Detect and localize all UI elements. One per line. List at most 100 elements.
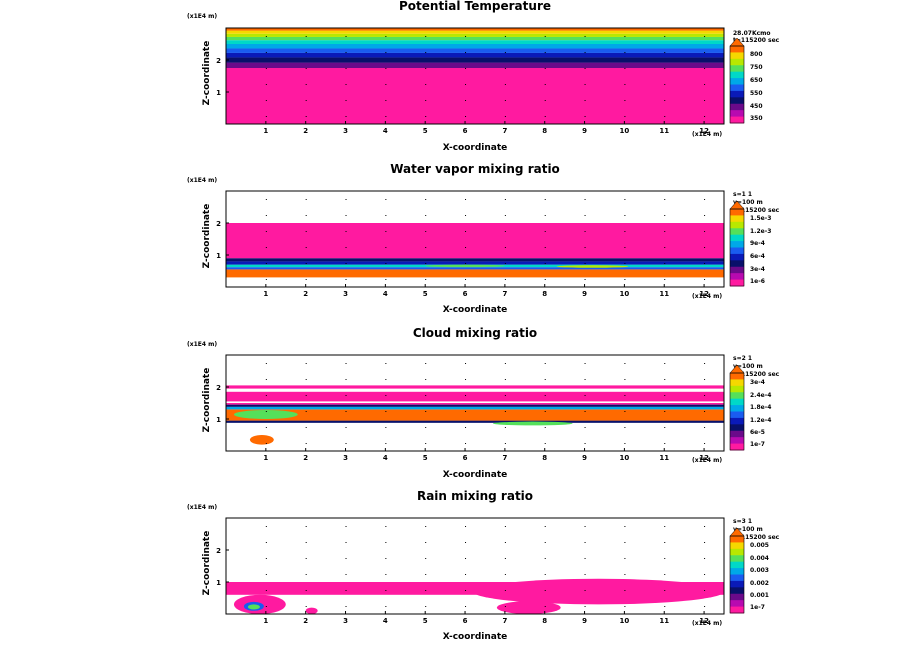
x-tick-label: 8 (542, 617, 547, 625)
grid-dot (584, 199, 586, 200)
grid-dot (305, 590, 307, 591)
grid-dot (425, 395, 427, 396)
grid-dot (704, 84, 706, 85)
grid-dot (664, 379, 666, 380)
grid-dot (704, 411, 706, 412)
contour-blob (233, 410, 298, 419)
run-info-line: s=1 1 (733, 191, 752, 198)
grid-dot (544, 558, 546, 559)
legend-label: 0.003 (750, 567, 769, 574)
legend-swatch (730, 46, 744, 53)
grid-dot (504, 443, 506, 444)
y-axis-label: Z-coordinate (202, 41, 212, 106)
grid-dot (305, 52, 307, 53)
grid-dot (265, 84, 267, 85)
grid-dot (664, 231, 666, 232)
grid-dot (345, 363, 347, 364)
panel-title: Potential Temperature (399, 0, 551, 13)
z-unit-label: (x1E4 m) (187, 341, 217, 348)
grid-dot (305, 606, 307, 607)
grid-dot (504, 606, 506, 607)
legend-swatch (730, 110, 744, 118)
x-tick-label: 12 (699, 454, 709, 462)
grid-dot (345, 395, 347, 396)
legend-label: 0.004 (750, 555, 769, 562)
x-unit-label: (x1E4 m) (692, 620, 722, 627)
run-info-line: s=3 1 (733, 518, 752, 525)
legend-label: 350 (750, 115, 763, 122)
grid-dot (465, 574, 467, 575)
grid-dot (425, 215, 427, 216)
grid-dot (704, 526, 706, 527)
grid-dot (305, 231, 307, 232)
legend-label: 9e-4 (750, 240, 765, 247)
legend-swatch (730, 600, 744, 608)
legend-swatch (730, 97, 744, 105)
legend-swatch (730, 373, 744, 380)
x-axis-label: X-coordinate (443, 632, 508, 642)
grid-dot (544, 84, 546, 85)
grid-dot (465, 52, 467, 53)
grid-dot (465, 100, 467, 101)
grid-dot (704, 231, 706, 232)
x-tick-label: 9 (582, 127, 587, 135)
x-axis-label: X-coordinate (443, 470, 508, 480)
grid-dot (305, 263, 307, 264)
grid-dot (345, 526, 347, 527)
grid-dot (465, 558, 467, 559)
grid-dot (704, 215, 706, 216)
legend-swatch (730, 411, 744, 419)
legend-label: 1e-7 (750, 604, 765, 611)
legend-swatch (730, 84, 744, 92)
grid-dot (425, 36, 427, 37)
grid-dot (425, 606, 427, 607)
grid-dot (504, 263, 506, 264)
contour-blob (425, 264, 505, 268)
grid-dot (425, 558, 427, 559)
x-tick-label: 6 (463, 617, 468, 625)
grid-dot (265, 574, 267, 575)
grid-dot (385, 606, 387, 607)
grid-dot (465, 247, 467, 248)
contour-band (226, 57, 724, 63)
contour-band (226, 223, 724, 259)
legend-swatch (730, 437, 744, 445)
grid-dot (465, 606, 467, 607)
grid-dot (425, 363, 427, 364)
legend-frame (729, 535, 745, 614)
y-axis-label: Z-coordinate (202, 368, 212, 433)
x-tick-label: 9 (582, 454, 587, 462)
grid-dot (664, 363, 666, 364)
legend-swatch (730, 90, 744, 98)
grid-dot (624, 411, 626, 412)
grid-dot (425, 116, 427, 117)
x-tick-label: 12 (699, 127, 709, 135)
grid-dot (425, 231, 427, 232)
grid-dot (425, 279, 427, 280)
grid-dot (265, 231, 267, 232)
grid-dot (265, 215, 267, 216)
grid-dot (425, 590, 427, 591)
grid-dot (305, 100, 307, 101)
legend-label: 800 (750, 51, 763, 58)
contour-band (226, 267, 724, 270)
plot-frame (225, 27, 725, 125)
grid-dot (704, 574, 706, 575)
grid-dot (624, 379, 626, 380)
grid-dot (624, 215, 626, 216)
x-tick-label: 1 (263, 617, 268, 625)
grid-dot (704, 247, 706, 248)
grid-dot (624, 558, 626, 559)
legend-swatch (730, 103, 744, 111)
grid-dot (544, 379, 546, 380)
grid-dot (385, 279, 387, 280)
grid-dot (385, 247, 387, 248)
y-tick-label: 2 (216, 57, 221, 65)
grid-dot (465, 68, 467, 69)
grid-dot (584, 247, 586, 248)
legend-swatch (730, 253, 744, 261)
grid-dot (425, 427, 427, 428)
grid-dot (465, 395, 467, 396)
grid-dot (584, 542, 586, 543)
